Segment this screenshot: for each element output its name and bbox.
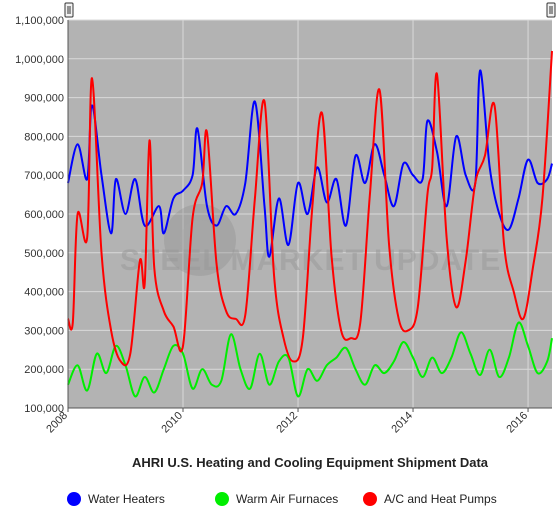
- x-tick-label: 2012: [274, 410, 300, 436]
- series-layer: [67, 50, 553, 398]
- legend-label: Water Heaters: [88, 492, 165, 506]
- range-handle-right[interactable]: [546, 2, 556, 18]
- series-line-warm-air-furnaces: [67, 321, 553, 398]
- range-handle-left[interactable]: [64, 2, 74, 18]
- legend-marker: [215, 492, 229, 506]
- legend: Water Heaters Warm Air Furnaces A/C and He…: [67, 492, 497, 506]
- y-tick-label: 500,000: [24, 248, 64, 260]
- y-tick-label: 1,000,000: [15, 54, 64, 66]
- y-tick-label: 900,000: [24, 93, 64, 105]
- y-tick-label: 200,000: [24, 364, 64, 376]
- series-line-a-c-and-heat-pumps: [67, 50, 553, 367]
- y-tick-label: 400,000: [24, 287, 64, 299]
- y-tick-label: 1,100,000: [15, 15, 64, 27]
- legend-marker: [363, 492, 377, 506]
- legend-item[interactable]: A/C and Heat Pumps: [363, 492, 497, 506]
- x-tick-label: 2016: [504, 410, 530, 436]
- legend-item[interactable]: Warm Air Furnaces: [215, 492, 338, 506]
- y-tick-label: 300,000: [24, 325, 64, 337]
- range-slider-handle-icon[interactable]: [546, 2, 556, 18]
- watermark-text: STEEL MARKET UPDATE: [120, 244, 501, 277]
- y-tick-label: 100,000: [24, 403, 64, 415]
- chart-title: AHRI U.S. Heating and Cooling Equipment …: [132, 455, 489, 470]
- y-tick-label: 700,000: [24, 170, 64, 182]
- legend-label: Warm Air Furnaces: [236, 492, 338, 506]
- y-tick-label: 600,000: [24, 209, 64, 221]
- x-tick-label: 2014: [389, 410, 415, 436]
- x-tick-labels: 2008 2010 2012 2014 2016: [44, 410, 530, 436]
- x-tick-label: 2010: [159, 410, 185, 436]
- y-tick-labels: 100,000 200,000 300,000 400,000 500,000 600,0…: [15, 15, 64, 415]
- series-line-water-heaters: [67, 69, 553, 258]
- legend-item[interactable]: Water Heaters: [67, 492, 165, 506]
- range-slider-handle-icon[interactable]: [64, 2, 74, 18]
- legend-label: A/C and Heat Pumps: [384, 492, 497, 506]
- y-tick-label: 800,000: [24, 131, 64, 143]
- legend-marker: [67, 492, 81, 506]
